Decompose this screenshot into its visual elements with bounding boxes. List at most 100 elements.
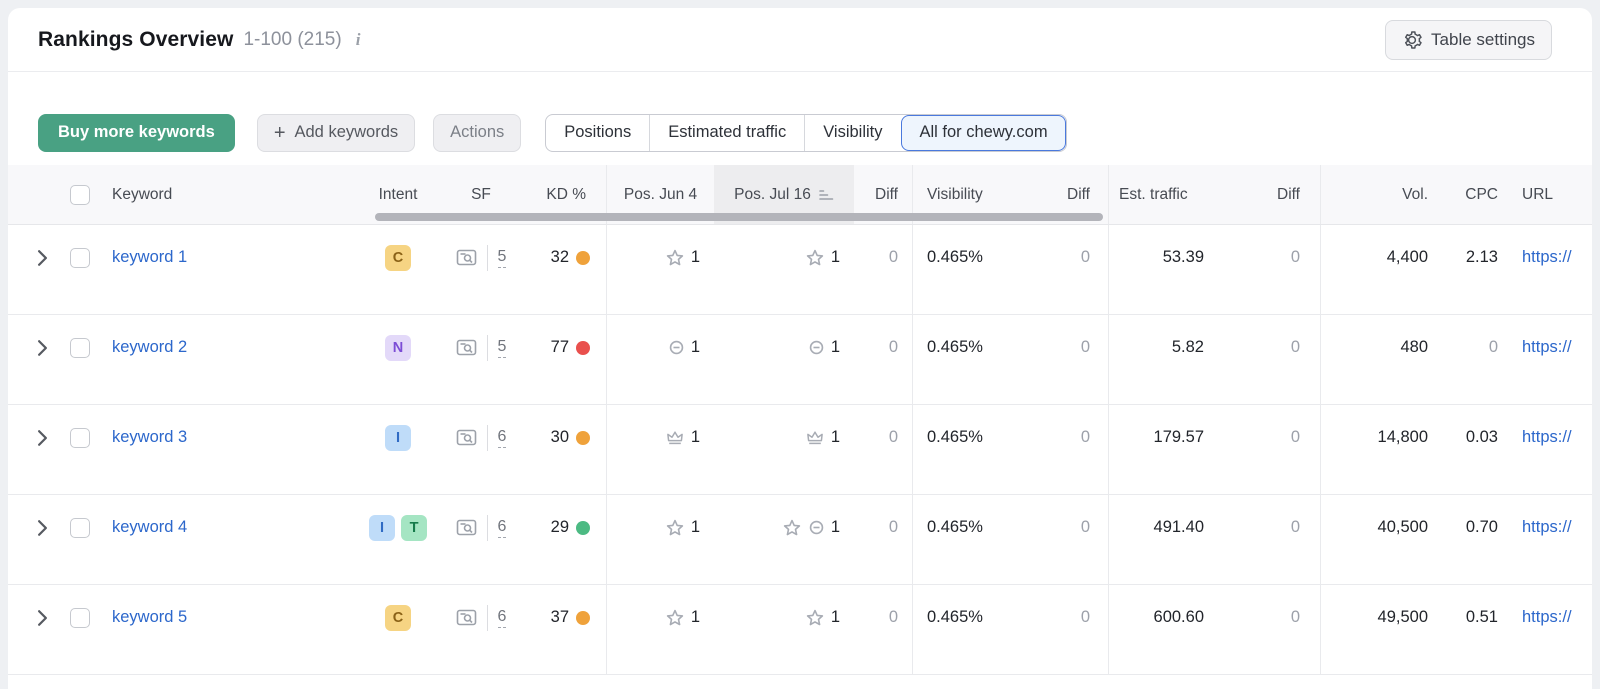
star-icon (782, 518, 802, 538)
kd-value: 30 (550, 428, 569, 446)
tab-all-for-chewy-com[interactable]: All for chewy.com (900, 114, 1066, 151)
horizontal-scrollbar-thumb[interactable] (375, 213, 1103, 221)
traffic-diff-value: 0 (1290, 518, 1300, 536)
cpc-value: 2.13 (1465, 248, 1498, 266)
position-value: 1 (690, 428, 700, 446)
info-icon[interactable]: i (355, 29, 361, 49)
header-kd[interactable]: KD % (546, 185, 586, 203)
keyword-link[interactable]: keyword 2 (112, 338, 188, 356)
title-bar: Rankings Overview 1-100 (215) i Table se… (8, 8, 1592, 72)
traffic-diff-value: 0 (1290, 428, 1300, 446)
volume-value: 480 (1320, 315, 1438, 404)
keyword-link[interactable]: keyword 1 (112, 248, 188, 266)
header-url[interactable]: URL (1522, 185, 1554, 203)
sf-count-link[interactable]: 6 (497, 608, 507, 628)
rankings-overview-card: Rankings Overview 1-100 (215) i Table se… (8, 8, 1592, 689)
est-traffic-value: 600.60 (1108, 585, 1228, 674)
position-value: 1 (830, 608, 840, 626)
position-value: 1 (690, 608, 700, 626)
keyword-link[interactable]: keyword 5 (112, 608, 188, 626)
metric-tabs: Positions Estimated traffic Visibility All … (545, 113, 1067, 152)
serp-features-icon[interactable] (456, 338, 477, 357)
pos-jul-cell: 1 (714, 405, 854, 494)
table-settings-button[interactable]: Table settings (1385, 19, 1552, 60)
expand-chevron-icon[interactable] (36, 339, 49, 357)
header-diff-pos[interactable]: Diff (875, 185, 898, 203)
header-intent[interactable]: Intent (378, 185, 418, 203)
intent-cell: N (356, 315, 440, 404)
star-icon (805, 248, 825, 268)
volume-value: 49,500 (1320, 585, 1438, 674)
crown-icon (805, 428, 825, 448)
pos-jul-cell: 1 (714, 495, 854, 584)
star-icon (805, 608, 825, 628)
header-est-traffic[interactable]: Est. traffic (1108, 165, 1228, 224)
actions-button[interactable]: Actions (433, 113, 522, 152)
serp-features-icon[interactable] (456, 428, 477, 447)
header-keyword[interactable]: Keyword (112, 185, 173, 203)
url-link[interactable]: https:// (1522, 338, 1572, 356)
tab-positions[interactable]: Positions (564, 123, 632, 141)
pos-diff-value: 0 (888, 248, 898, 266)
cpc-value: 0.51 (1465, 608, 1498, 626)
header-diff-traffic[interactable]: Diff (1277, 185, 1300, 203)
serp-features-icon[interactable] (456, 248, 477, 267)
serp-features-icon[interactable] (456, 608, 477, 627)
header-diff-visibility[interactable]: Diff (1067, 185, 1090, 203)
sf-count-link[interactable]: 6 (497, 428, 507, 448)
header-volume[interactable]: Vol. (1320, 165, 1438, 224)
row-checkbox[interactable] (70, 337, 90, 358)
est-traffic-value: 179.57 (1108, 405, 1228, 494)
url-link[interactable]: https:// (1522, 518, 1572, 536)
header-pos-jun[interactable]: Pos. Jun 4 (606, 165, 714, 224)
sf-count-link[interactable]: 5 (497, 338, 507, 358)
table-header-row: Keyword Intent SF KD % Pos. Jun 4 Pos. J… (8, 165, 1592, 225)
expand-chevron-icon[interactable] (36, 609, 49, 627)
visibility-value: 0.465% (912, 405, 1012, 494)
intent-badge-i: I (369, 514, 395, 541)
expand-chevron-icon[interactable] (36, 519, 49, 537)
keyword-link[interactable]: keyword 3 (112, 428, 188, 446)
expand-chevron-icon[interactable] (36, 249, 49, 267)
kd-dot (576, 340, 590, 355)
expand-chevron-icon[interactable] (36, 429, 49, 447)
sf-count-link[interactable]: 5 (497, 248, 507, 268)
select-all-checkbox[interactable] (60, 165, 100, 224)
add-keywords-button[interactable]: + Add keywords (256, 113, 416, 152)
tab-estimated-traffic[interactable]: Estimated traffic (649, 114, 804, 151)
tab-visibility[interactable]: Visibility (804, 114, 900, 151)
header-visibility[interactable]: Visibility (912, 165, 1012, 224)
visibility-diff-value: 0 (1080, 608, 1090, 626)
header-expander-col (24, 165, 60, 224)
visibility-value: 0.465% (912, 225, 1012, 314)
url-link[interactable]: https:// (1522, 428, 1572, 446)
visibility-diff-value: 0 (1080, 518, 1090, 536)
row-checkbox[interactable] (70, 427, 90, 448)
row-checkbox[interactable] (70, 517, 90, 538)
serp-features-icon[interactable] (456, 518, 477, 537)
sf-count-link[interactable]: 6 (497, 518, 507, 538)
header-sf[interactable]: SF (471, 185, 491, 203)
traffic-diff-value: 0 (1290, 248, 1300, 266)
row-checkbox[interactable] (70, 247, 90, 268)
link-icon (808, 519, 825, 536)
plus-icon: + (273, 121, 286, 144)
table-row: keyword 1 C 5 32 1 1 0 0.465% 0 53.39 0 … (8, 225, 1592, 315)
star-icon (665, 608, 685, 628)
sf-divider (486, 604, 488, 631)
pos-jul-cell: 1 (714, 315, 854, 404)
keyword-link[interactable]: keyword 4 (112, 518, 188, 536)
table-row: keyword 3 I 6 30 1 1 0 0.465% 0 179.57 0… (8, 405, 1592, 495)
url-link[interactable]: https:// (1522, 608, 1572, 626)
visibility-diff-value: 0 (1080, 338, 1090, 356)
row-checkbox[interactable] (70, 607, 90, 628)
pos-diff-value: 0 (888, 338, 898, 356)
header-cpc[interactable]: CPC (1465, 185, 1498, 203)
page-title: Rankings Overview (38, 27, 234, 51)
buy-more-keywords-button[interactable]: Buy more keywords (38, 113, 235, 152)
volume-value: 40,500 (1320, 495, 1438, 584)
url-link[interactable]: https:// (1522, 248, 1572, 266)
sf-divider (486, 424, 488, 451)
sf-divider (486, 514, 488, 541)
